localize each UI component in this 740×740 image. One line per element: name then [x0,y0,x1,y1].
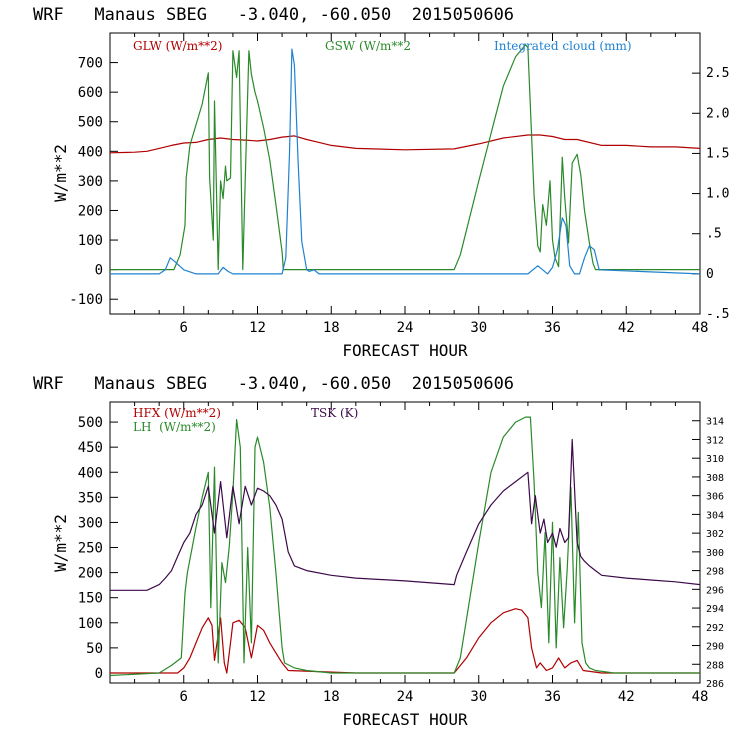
top-legend-cloud: Integrated cloud (mm) [494,39,632,53]
top-y2-tick-label: 0 [706,267,714,282]
bottom-legend-lh: LH (W/m**2) [133,420,216,434]
top-y-tick-label: 300 [78,174,103,190]
bottom-x-tick-label: 6 [180,689,188,705]
bottom-y2-tick-label: 296 [706,585,724,596]
top-title: WRF Manaus SBEG -3.040, -60.050 20150506… [33,5,514,25]
top-series-gsw-line [110,44,700,271]
bottom-y2-tick-label: 308 [706,473,724,484]
top-x-tick-label: 12 [249,320,266,336]
top-legend-glw: GLW (W/m**2) [133,39,222,53]
bottom-y-tick-label: 150 [78,591,103,607]
bottom-y2-tick-label: 310 [706,454,724,465]
bottom-y-tick-label: 300 [78,515,103,531]
bottom-y2-tick-label: 304 [706,510,724,521]
top-x-tick-label: 48 [692,320,709,336]
bottom-series [109,416,701,677]
bottom-series-lh-line [109,416,700,677]
bottom-ticks: 6 12 18 24 30 36 42 48 0 50 100 150 200 250 300 350 400 4… [78,402,724,705]
bottom-y-tick-label: 450 [78,440,103,456]
top-legend-gsw: GSW (W/m**2 [325,39,411,53]
bottom-x-tick-label: 42 [618,689,635,705]
top-series-cloud-line [110,48,701,275]
bottom-y-tick-label: 250 [78,541,103,557]
bottom-y2-tick-label: 314 [706,417,724,428]
bottom-legend-tsk: TSK (K) [311,406,358,420]
top-y-tick-label: 0 [95,263,103,279]
top-y2-tick-label: 1.0 [706,187,729,202]
bottom-y-tick-label: 200 [78,566,103,582]
bottom-y2-tick-label: 292 [706,623,724,634]
bottom-series-hfx-line [110,608,700,674]
chart-bottom: WRF Manaus SBEG -3.040, -60.050 20150506… [33,374,724,729]
top-y2-tick-label: .5 [706,227,722,242]
bottom-y-tick-label: 500 [78,415,103,431]
top-x-tick-label: 36 [544,320,561,336]
top-x-tick-label: 24 [397,320,414,336]
top-y-tick-label: 100 [78,233,103,249]
top-xlabel: FORECAST HOUR [342,341,468,360]
bottom-x-tick-label: 24 [397,689,414,705]
bottom-plot-frame [109,401,701,684]
bottom-title: WRF Manaus SBEG -3.040, -60.050 20150506… [33,374,514,394]
chart-top: WRF Manaus SBEG -3.040, -60.050 20150506… [33,5,729,360]
top-y-tick-label: 700 [78,56,103,72]
bottom-x-tick-label: 18 [323,689,340,705]
bottom-x-tick-label: 30 [470,689,487,705]
bottom-y2-tick-label: 286 [706,679,724,690]
bottom-y-tick-label: 50 [86,641,103,657]
top-y2-tick-label: -.5 [706,307,729,322]
bottom-y2-tick-label: 300 [706,548,724,559]
bottom-y-tick-label: 350 [78,490,103,506]
bottom-y2-tick-label: 288 [706,660,724,671]
bottom-x-tick-label: 48 [692,689,709,705]
bottom-legend-hfx: HFX (W/m**2) [133,406,221,420]
top-x-tick-label: 18 [323,320,340,336]
bottom-y2-tick-label: 290 [706,642,724,653]
top-y2-tick-label: 2.0 [706,106,729,121]
top-y2-tick-label: 2.5 [706,66,729,81]
top-series-glw-line [109,134,701,154]
bottom-y2-tick-label: 306 [706,492,724,503]
bottom-y-tick-label: 0 [95,666,103,682]
top-y-tick-label: 500 [78,115,103,131]
bottom-x-tick-label: 12 [249,689,266,705]
bottom-ylabel: W/m**2 [51,514,70,572]
bottom-y2-tick-label: 312 [706,435,724,446]
top-ticks: 6 12 18 24 30 36 42 48 -100 0 100 200 300 400 500 600 70… [69,33,729,336]
top-y2-tick-label: 1.5 [706,146,729,161]
bottom-y2-tick-label: 294 [706,604,724,615]
bottom-x-tick-label: 36 [544,689,561,705]
top-plot-frame [109,32,701,315]
bottom-y-tick-label: 400 [78,465,103,481]
top-x-tick-label: 30 [470,320,487,336]
top-series [109,44,701,275]
top-y-tick-label: -100 [69,292,103,308]
top-x-tick-label: 42 [618,320,635,336]
top-ylabel: W/m**2 [51,144,70,202]
bottom-y2-tick-label: 302 [706,529,724,540]
bottom-xlabel: FORECAST HOUR [342,710,468,729]
bottom-y2-tick-label: 298 [706,567,724,578]
top-y-tick-label: 200 [78,203,103,219]
top-x-tick-label: 6 [180,320,188,336]
top-y-tick-label: 600 [78,85,103,101]
bottom-y-tick-label: 100 [78,616,103,632]
top-y-tick-label: 400 [78,144,103,160]
bottom-series-tsk-line [110,438,701,591]
